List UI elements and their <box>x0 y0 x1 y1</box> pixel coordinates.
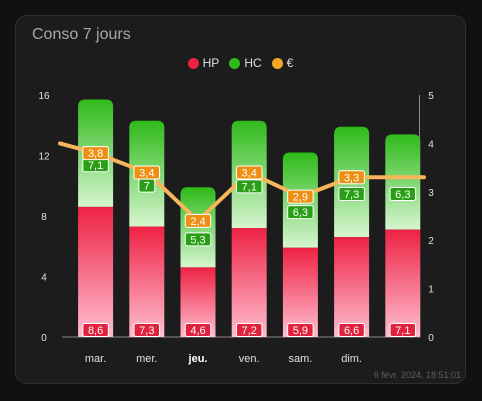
y-left-tick-label: 8 <box>41 212 47 223</box>
data-label-hp-box <box>338 323 365 337</box>
data-label-hc: 7 <box>138 178 156 193</box>
y-left-tick-label: 4 <box>41 273 47 284</box>
x-tick-label: dim. <box>341 353 362 365</box>
data-label-hc: 5,3 <box>184 232 212 247</box>
legend-label-hp: HP <box>202 56 220 70</box>
data-label-hp-box <box>389 323 417 337</box>
data-label-euro: 2,9 <box>287 189 314 204</box>
data-label-hc-text: 7,1 <box>242 181 257 193</box>
x-tick-label: sam. <box>288 353 312 365</box>
data-label-hp-box <box>235 323 263 337</box>
data-label-hp-box <box>82 323 109 337</box>
data-label-hp: 5,9 <box>287 323 314 337</box>
data-label-hp-text: 7,2 <box>242 325 257 337</box>
y-right-tick-label: 1 <box>428 285 434 296</box>
card-title: Conso 7 jours <box>32 26 131 43</box>
data-label-euro-text: 3,4 <box>139 167 154 179</box>
data-label-hp-box <box>133 323 161 337</box>
data-label-hc: 7,1 <box>82 158 109 173</box>
legend-label-hc: HC <box>244 56 262 70</box>
y-left-tick-label: 12 <box>38 152 50 163</box>
data-label-hp: 7,3 <box>133 323 161 337</box>
bar-hp <box>334 237 370 337</box>
y-right-tick-label: 3 <box>428 188 434 199</box>
legend-item-hp[interactable]: HP <box>187 56 220 70</box>
data-label-euro: 3,3 <box>338 170 365 185</box>
data-label-hc-box <box>338 186 365 201</box>
data-label-euro: 2,4 <box>184 213 212 228</box>
legend-item-euro[interactable]: € <box>271 56 294 70</box>
y-right-tick-label: 0 <box>428 333 434 344</box>
data-label-hc-text: 5,3 <box>190 234 205 246</box>
y-left-tick-label: 0 <box>41 333 47 344</box>
chart-legend: HP HC € <box>16 56 465 70</box>
data-label-hc-box <box>287 205 314 220</box>
data-label-hp: 6,6 <box>338 323 365 337</box>
data-label-euro-box <box>287 189 314 204</box>
data-label-hp-text: 6,6 <box>344 325 359 337</box>
y-right-tick-label: 4 <box>428 139 434 150</box>
data-label-hp-text: 8,6 <box>88 325 103 337</box>
data-label-euro-text: 3,4 <box>242 167 257 179</box>
data-label-euro-box <box>338 170 365 185</box>
bar-hp <box>231 228 267 337</box>
data-label-hp-text: 5,9 <box>293 325 308 337</box>
data-label-euro: 3,8 <box>82 146 109 161</box>
x-tick-label: mar. <box>85 353 106 365</box>
legend-dot-hc <box>229 57 241 69</box>
legend-item-hc[interactable]: HC <box>229 56 262 70</box>
data-label-euro: 3,4 <box>133 165 161 180</box>
y-right-tick-label: 5 <box>428 91 434 102</box>
y-right-tick-label: 2 <box>428 236 434 247</box>
bar-hp <box>385 229 421 337</box>
bar-hp <box>282 247 318 337</box>
data-label-hc-text: 6,3 <box>293 207 308 219</box>
data-label-hp-text: 7,1 <box>395 325 410 337</box>
data-label-hc-text: 7 <box>144 181 150 193</box>
data-label-euro-text: 3,3 <box>344 172 359 184</box>
data-label-hc: 7,3 <box>338 186 365 201</box>
data-label-hc-box <box>235 179 263 194</box>
data-label-euro-box <box>133 165 161 180</box>
data-label-euro-box <box>235 165 263 180</box>
data-label-hc-box <box>389 186 417 201</box>
legend-label-euro: € <box>286 56 294 70</box>
data-label-hc: 6,3 <box>389 186 417 201</box>
data-label-euro-box <box>82 146 109 161</box>
x-tick-label: jeu. <box>188 353 208 365</box>
legend-dot-hp <box>187 57 199 69</box>
x-tick-label: mer. <box>136 353 157 365</box>
data-label-hp-text: 7,3 <box>139 325 154 337</box>
data-label-hp: 7,1 <box>389 323 417 337</box>
data-label-euro-box <box>184 213 212 228</box>
bar-hp <box>129 226 165 337</box>
data-label-hc: 7,1 <box>235 179 263 194</box>
data-label-euro-text: 2,9 <box>293 192 308 204</box>
bar-hc <box>385 134 421 230</box>
data-label-euro: 3,4 <box>235 165 263 180</box>
data-label-hp-box <box>184 323 212 337</box>
y-left-tick-label: 16 <box>38 91 50 102</box>
data-label-hc: 6,3 <box>287 205 314 220</box>
data-label-hp-box <box>287 323 314 337</box>
bar-hp <box>78 206 114 337</box>
data-label-hc-text: 7,3 <box>344 189 359 201</box>
data-label-hp: 4,6 <box>184 323 212 337</box>
timestamp: 6 févr. 2024, 18:51:01 <box>373 370 461 380</box>
legend-dot-euro <box>271 57 283 69</box>
data-label-hp: 8,6 <box>82 323 109 337</box>
x-tick-label: ven. <box>239 353 260 365</box>
data-label-euro-text: 2,4 <box>190 216 205 228</box>
data-label-hc-text: 6,3 <box>395 189 410 201</box>
data-label-hp-text: 4,6 <box>190 325 205 337</box>
data-label-hc-box <box>184 232 212 247</box>
data-label-hc-text: 7,1 <box>88 160 103 172</box>
data-label-euro-text: 3,8 <box>88 148 103 160</box>
data-label-hp: 7,2 <box>235 323 263 337</box>
